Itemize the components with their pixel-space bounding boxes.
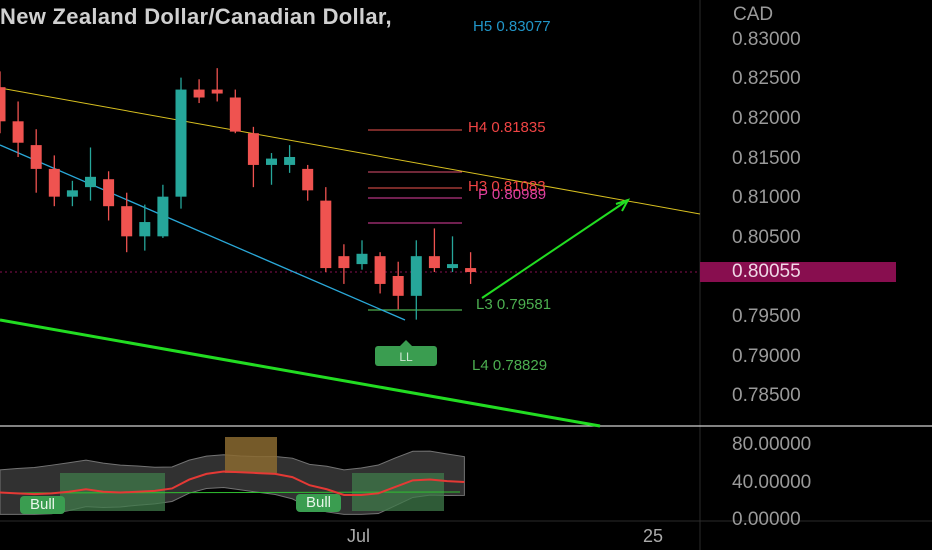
candle-body xyxy=(30,145,42,169)
price-tick: 0.81500 xyxy=(732,148,801,169)
candle-body xyxy=(121,206,133,237)
level-p-label: P 0.80989 xyxy=(478,186,547,203)
symbol-title: New Zealand Dollar/Canadian Dollar, xyxy=(0,4,392,29)
price-tick: 0.82500 xyxy=(732,68,801,89)
candle-body xyxy=(103,179,115,207)
candle-body xyxy=(266,158,277,165)
candle-body xyxy=(193,89,205,98)
candle-body xyxy=(139,222,151,237)
level-l3-label: L3 0.79581 xyxy=(476,296,552,313)
candle-body xyxy=(48,168,60,197)
candle-body xyxy=(12,121,24,143)
candle-body xyxy=(66,190,78,197)
oscillator-line xyxy=(0,470,465,496)
bull-badge-left: Bull xyxy=(20,496,66,514)
candle-body xyxy=(211,89,223,94)
level-l4-label: L4 0.78829 xyxy=(472,357,548,374)
candle-body xyxy=(428,256,440,269)
price-tick: 0.82000 xyxy=(732,108,801,129)
candle-body xyxy=(0,87,6,122)
time-tick: 25 xyxy=(643,526,664,546)
lower-low-marker: LL xyxy=(375,346,437,366)
price-tick: 0.79000 xyxy=(732,346,801,367)
bear-zone xyxy=(225,437,277,473)
candle-body xyxy=(338,256,350,269)
candle-body xyxy=(85,176,96,188)
price-tick: 0.81000 xyxy=(732,187,801,208)
candle-body xyxy=(302,168,314,191)
projection-arrow xyxy=(481,198,631,299)
candle-body xyxy=(447,264,458,269)
time-tick: Jul xyxy=(347,526,371,546)
candle-body xyxy=(229,97,241,132)
oscillator-tick: 40.00000 xyxy=(732,472,812,493)
price-tick: 0.78500 xyxy=(732,385,801,406)
support-line xyxy=(0,318,601,428)
price-tick: 0.79500 xyxy=(732,306,801,327)
price-tick: 0.80500 xyxy=(732,227,801,248)
oscillator-tick: 0.00000 xyxy=(732,509,801,525)
level-h4-label: H4 0.81835 xyxy=(468,119,546,136)
level-h5-label: H5 0.83077 xyxy=(473,18,551,35)
candle-body xyxy=(320,200,332,269)
current-price-label: 0.80055 xyxy=(700,262,896,282)
candle-body xyxy=(356,253,368,265)
channel-line xyxy=(0,144,406,321)
lower-low-pointer xyxy=(400,340,412,346)
trendline-upper xyxy=(0,87,701,215)
candle-body xyxy=(247,133,259,165)
candle-body xyxy=(410,256,422,296)
candle-body xyxy=(175,89,187,197)
level-h3-label: H3 0.81083 xyxy=(468,178,546,195)
oscillator-tick: 80.00000 xyxy=(732,434,812,455)
candle-body xyxy=(284,157,296,165)
currency-label: CAD xyxy=(733,4,774,25)
bull-badge-right: Bull xyxy=(296,494,342,512)
candle-body xyxy=(465,268,477,273)
price-tick: 0.83000 xyxy=(732,29,801,50)
candle-body xyxy=(157,196,169,237)
candle-body xyxy=(392,276,404,296)
candle-body xyxy=(374,256,386,284)
